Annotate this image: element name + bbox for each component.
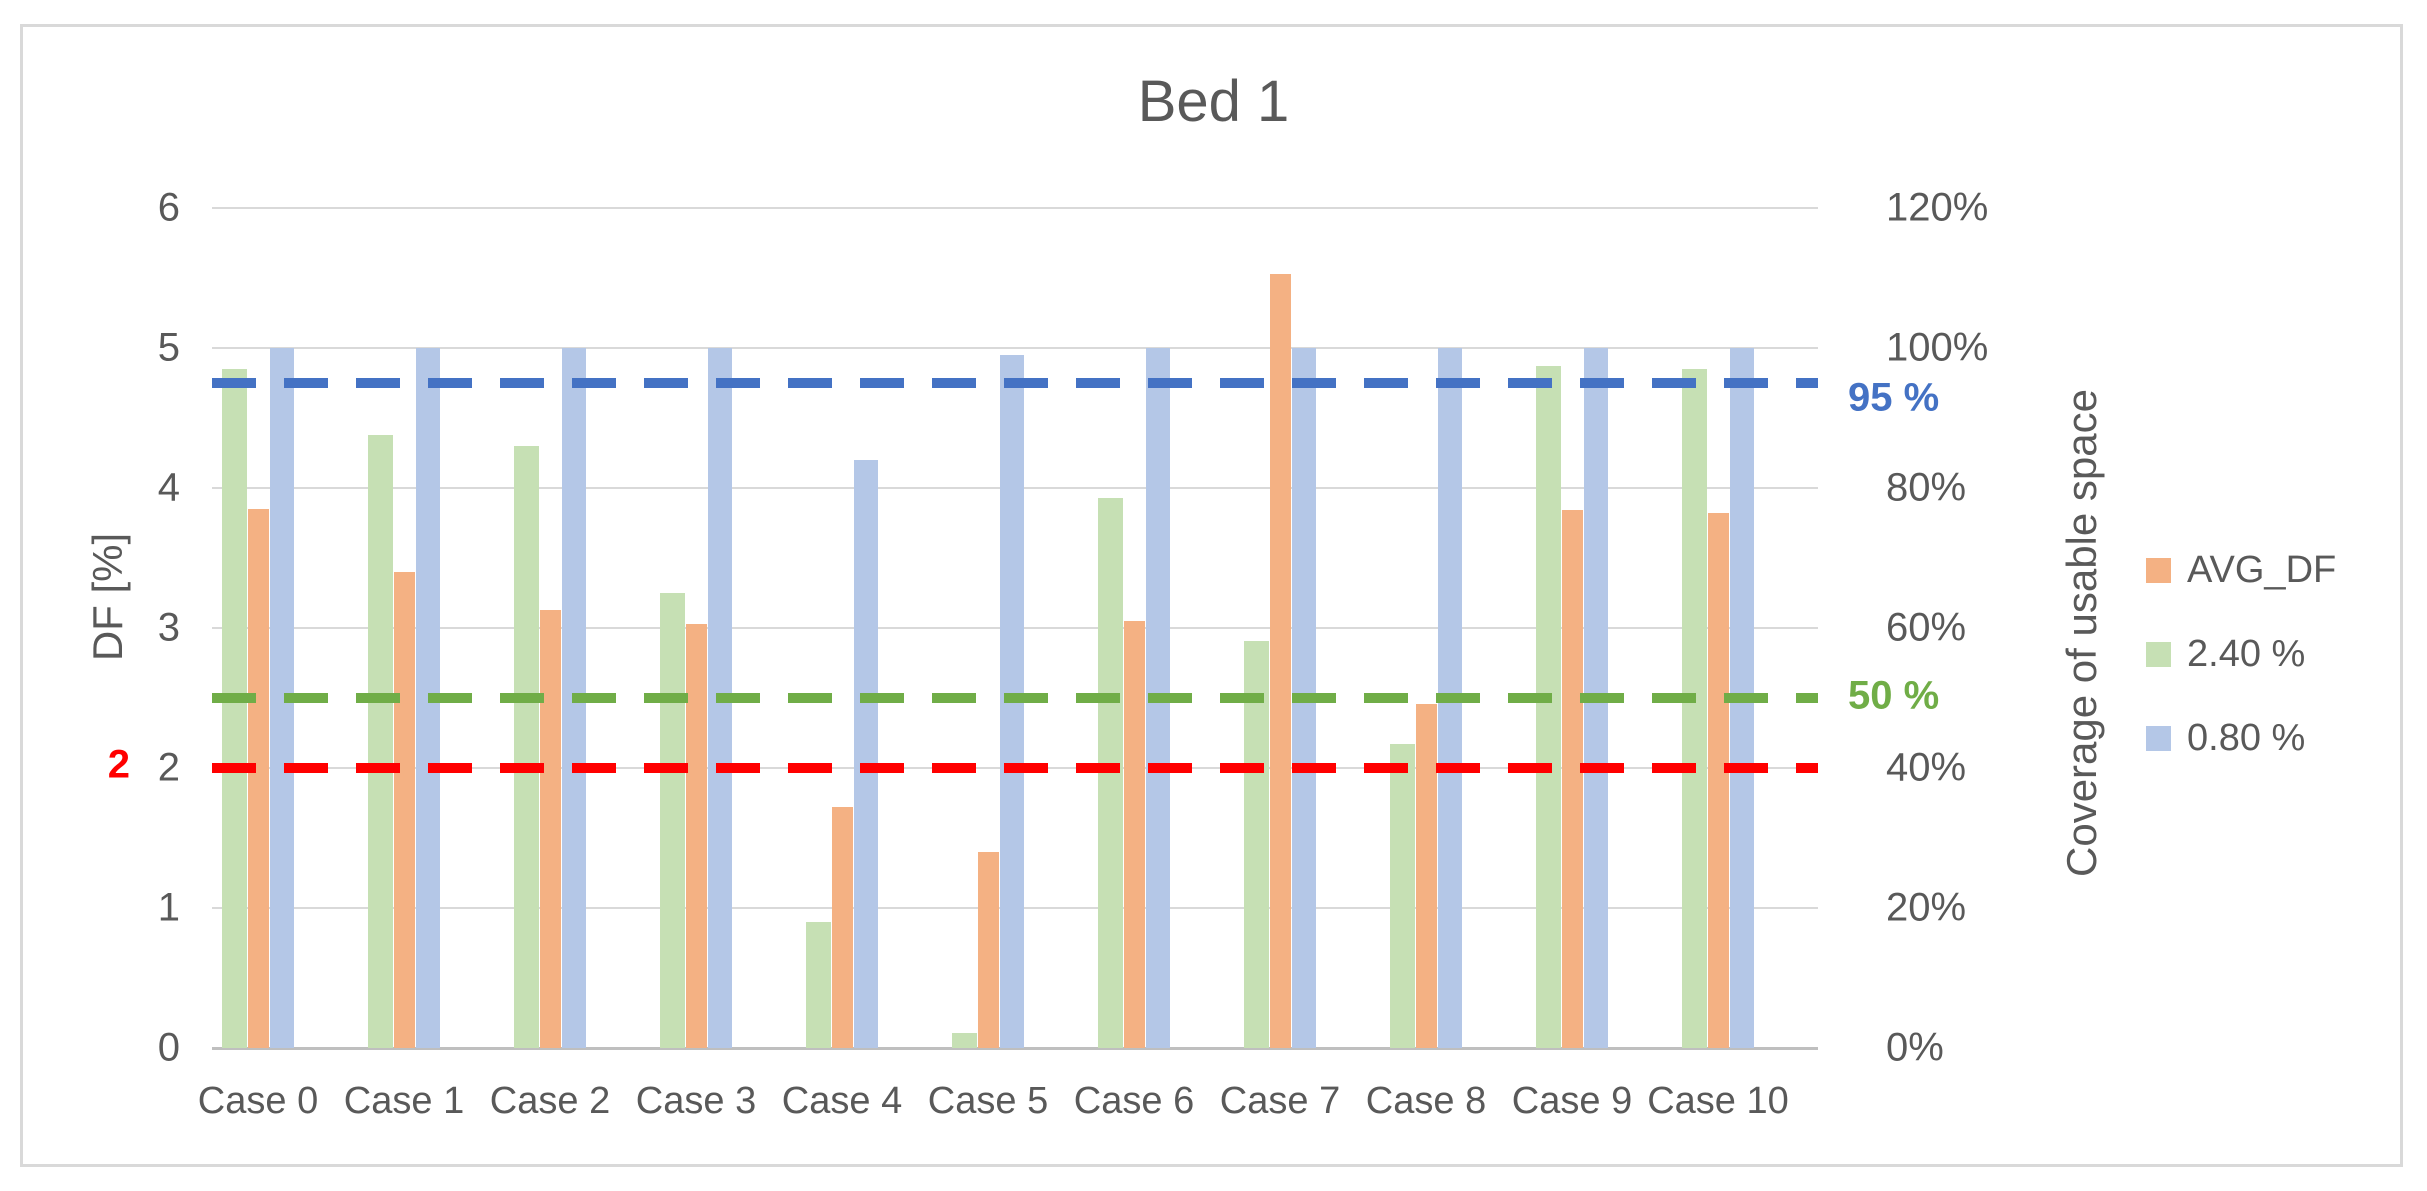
reference-line-50- [212,693,1818,703]
bar-2-40--10 [1682,369,1707,1048]
left-axis-tick-0: 0 [157,1025,180,1070]
right-axis-title: Coverage of usable space [2058,389,2105,877]
bar-avg-df-2 [540,609,561,1048]
bar-avg-df-9 [1562,510,1583,1048]
x-label-case-0: Case 0 [197,1080,319,1122]
bar-avg-df-3 [686,623,707,1048]
bar-avg-df-7 [1270,273,1291,1048]
bar-avg-df-1 [394,572,415,1048]
reference-label-50-: 50 % [1848,673,1940,718]
x-axis-line [212,1047,1818,1050]
reference-label-2: 2 [107,742,130,787]
bar-2-40--9 [1536,366,1561,1048]
x-label-case-3: Case 3 [635,1080,757,1122]
reference-label-95-: 95 % [1848,375,1940,420]
right-axis-tick-20pct: 20% [1886,885,1967,930]
bar-0-80--4 [854,460,878,1048]
gridline [212,207,1818,209]
bar-2-40--7 [1244,640,1269,1048]
x-label-case-2: Case 2 [489,1080,611,1122]
chart-title: Bed 1 [1137,69,1290,134]
bar-avg-df-6 [1124,621,1145,1048]
legend-label: 0.80 % [2187,716,2306,759]
right-axis-tick-80pct: 80% [1886,465,1967,510]
legend-swatch-icon [2146,725,2171,751]
legend-label: AVG_DF [2187,548,2337,591]
bar-2-40--4 [806,922,831,1048]
gridline [212,347,1818,349]
left-axis-tick-3: 3 [157,605,180,650]
bar-2-40--0 [222,369,247,1048]
legend-item-avg-df: AVG_DF [2146,528,2336,612]
bar-avg-df-4 [832,807,853,1048]
left-axis-title: DF [%] [84,532,131,662]
bar-2-40--3 [660,593,685,1048]
right-axis-tick-120pct: 120% [1886,185,1989,230]
x-label-case-7: Case 7 [1219,1080,1341,1122]
x-label-case-8: Case 8 [1365,1080,1487,1122]
left-axis-tick-2: 2 [157,745,180,790]
left-axis-tick-1: 1 [157,885,180,930]
bar-2-40--5 [952,1032,977,1048]
x-label-case-9: Case 9 [1511,1080,1633,1122]
bar-2-40--1 [368,434,393,1048]
bar-avg-df-10 [1708,513,1729,1048]
left-axis-tick-4: 4 [157,465,180,510]
legend: AVG_DF 2.40 % 0.80 % [2146,528,2336,780]
bar-avg-df-5 [978,852,999,1048]
legend-item-0-80-: 0.80 % [2146,696,2336,780]
x-label-case-6: Case 6 [1073,1080,1195,1122]
x-label-case-1: Case 1 [343,1080,465,1122]
left-axis-tick-6: 6 [157,185,180,230]
legend-swatch-icon [2146,557,2171,583]
bar-avg-df-0 [248,509,269,1048]
bar-avg-df-8 [1416,703,1437,1048]
legend-label: 2.40 % [2187,632,2306,675]
right-axis-tick-40pct: 40% [1886,745,1967,790]
x-label-case-10: Case 10 [1647,1080,1789,1122]
right-axis-tick-0pct: 0% [1886,1025,1944,1070]
left-axis-tick-5: 5 [157,325,180,370]
legend-swatch-icon [2146,641,2171,667]
plot-area [212,207,1818,1050]
reference-line-95- [212,378,1818,388]
right-axis-tick-100pct: 100% [1886,325,1989,370]
x-label-case-5: Case 5 [927,1080,1049,1122]
legend-item-2-40-: 2.40 % [2146,612,2336,696]
bar-2-40--8 [1390,744,1415,1048]
bar-2-40--2 [514,446,539,1048]
x-label-case-4: Case 4 [781,1080,903,1122]
right-axis-tick-60pct: 60% [1886,605,1967,650]
reference-line-2 [212,763,1818,773]
